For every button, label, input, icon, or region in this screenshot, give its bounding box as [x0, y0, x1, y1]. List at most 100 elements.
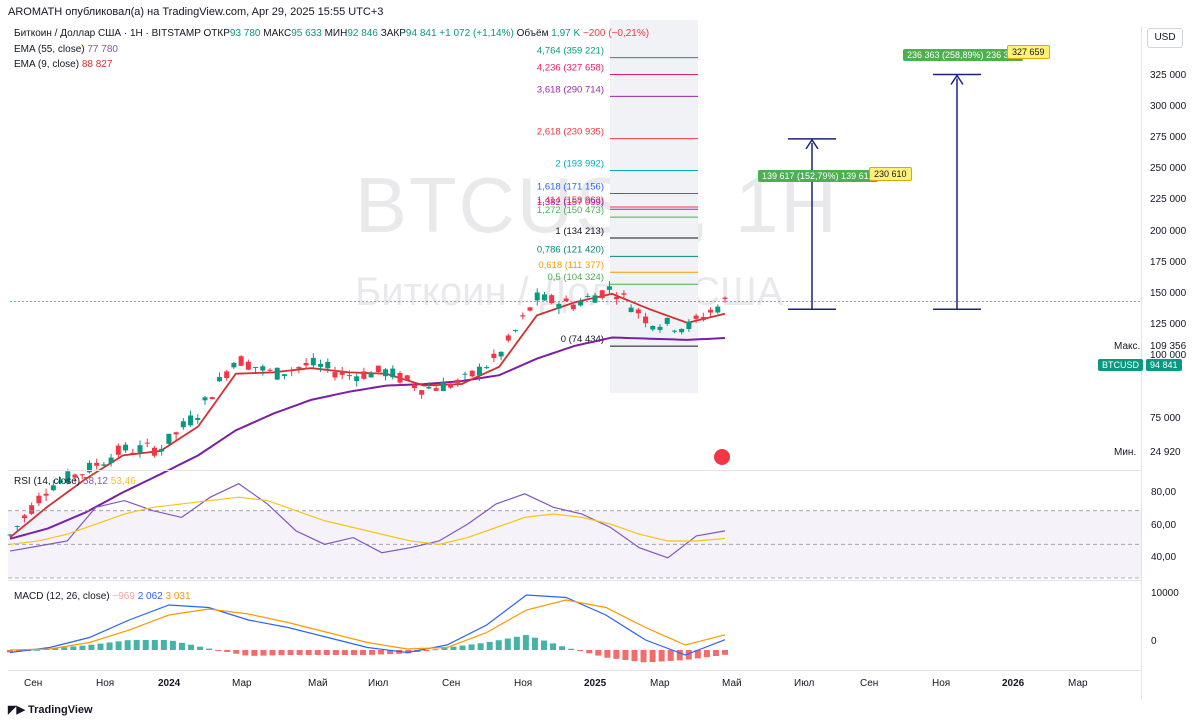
candle-body	[368, 372, 374, 378]
pane-divider-macd[interactable]	[8, 580, 1141, 581]
rsi-tick: 40,00	[1151, 552, 1177, 563]
price-tick: 200 000	[1150, 226, 1187, 237]
candle-body	[556, 304, 562, 309]
candle-body	[469, 370, 475, 377]
time-tick: 2026	[1002, 678, 1025, 689]
candle-body	[520, 315, 526, 317]
candle-body	[361, 371, 367, 379]
candle-body	[43, 493, 49, 496]
fib-level-label: 0,618 (111 377)	[538, 260, 604, 271]
projection-arrow-head	[805, 138, 819, 150]
fib-level-label: 0,786 (121 420)	[537, 244, 604, 255]
candle-body	[108, 457, 114, 464]
macd-histogram-bar	[178, 642, 185, 650]
pane-divider-rsi[interactable]	[8, 470, 1141, 471]
macd-tick: 10000	[1151, 588, 1179, 599]
fib-level-label: 4,764 (359 221)	[537, 46, 604, 57]
candle-body	[614, 296, 620, 300]
low-label: МИН	[324, 28, 348, 39]
macd-histogram-bar	[432, 649, 439, 651]
ema9-legend[interactable]: EMA (9, close) 88 827	[14, 59, 112, 70]
macd-histogram-bar	[260, 650, 267, 656]
candle-body	[708, 309, 714, 313]
candle-body	[657, 326, 663, 330]
macd-histogram-bar	[477, 643, 484, 650]
candle-body	[274, 367, 280, 380]
candle-body	[549, 295, 555, 304]
candle-body	[411, 384, 417, 389]
candle-body	[671, 330, 677, 332]
ema55-legend[interactable]: EMA (55, close) 77 780	[14, 44, 118, 55]
macd-histogram-bar	[640, 650, 647, 663]
candle-body	[722, 297, 728, 299]
close-label: ЗАКР	[380, 28, 406, 39]
macd-histogram-bar	[251, 650, 258, 656]
macd-histogram-bar	[613, 650, 620, 659]
candle-body	[578, 301, 584, 306]
macd-histogram-bar	[495, 640, 502, 650]
high-label: МАКС	[263, 28, 292, 39]
fib-level-label: 1,272 (150 473)	[537, 205, 604, 216]
macd-histogram-bar	[513, 636, 520, 650]
candle-body	[563, 298, 569, 302]
candle-body	[686, 321, 692, 329]
fib-level-label: 1,414 (158 963)	[537, 195, 604, 206]
time-tick: Июл	[794, 678, 815, 689]
max-label: Макс.	[1114, 341, 1141, 352]
macd-histogram-bar	[722, 650, 728, 655]
price-tick: 100 000	[1150, 350, 1187, 361]
macd-histogram-bar	[540, 640, 547, 650]
candle-body	[267, 369, 273, 371]
symbol-legend[interactable]: Биткоин / Доллар США · 1Н · BITSTAMP ОТК…	[14, 28, 649, 39]
close-value: 94 841	[405, 28, 437, 39]
candle-body	[231, 363, 237, 368]
candle-body	[693, 315, 699, 319]
macd-histogram-bar	[332, 650, 339, 655]
projection-label[interactable]: 236 363 (258,89%) 236 363	[903, 49, 1023, 61]
macd-legend[interactable]: MACD (12, 26, close) −969 2 062 3 031	[14, 591, 191, 602]
candle-body	[498, 351, 504, 357]
candle-body	[592, 295, 598, 303]
macd-histogram-bar	[459, 645, 466, 650]
candle-body	[296, 366, 302, 369]
candle-body	[202, 397, 208, 401]
currency-button[interactable]: USD	[1147, 28, 1183, 48]
price-tick: 300 000	[1150, 101, 1187, 112]
candle-body	[253, 366, 259, 368]
candle-body	[513, 330, 519, 332]
macd-histogram-bar	[359, 650, 366, 655]
candle-body	[130, 452, 136, 454]
tradingview-logo[interactable]: ◤▶ TradingView	[8, 703, 93, 716]
candle-body	[224, 371, 230, 379]
projection-target-tag[interactable]: 230 610	[869, 167, 912, 181]
macd-label: MACD (12, 26, close)	[14, 591, 110, 602]
candle-body	[144, 442, 150, 444]
projection-target-tag[interactable]: 327 659	[1007, 45, 1050, 59]
macd-tick: 0	[1151, 636, 1157, 647]
macd-histogram-bar	[622, 650, 629, 660]
macd-histogram-bar	[224, 650, 231, 653]
macd-histogram-bar	[450, 646, 457, 650]
candle-body	[375, 365, 381, 373]
time-tick: Сен	[860, 678, 879, 689]
price-tick: 75 000	[1150, 413, 1181, 424]
macd-line-value: 2 062	[137, 591, 163, 602]
price-tick: 275 000	[1150, 132, 1187, 143]
projection-label[interactable]: 139 617 (152,79%) 139 617	[758, 170, 878, 182]
rsi-legend[interactable]: RSI (14, close) 58,12 53,46	[14, 476, 136, 487]
events-flag-icon[interactable]	[714, 449, 730, 465]
candle-body	[151, 447, 157, 456]
candle-body	[599, 290, 605, 298]
macd-histogram-bar	[586, 650, 593, 654]
rsi-band	[8, 510, 1141, 578]
time-tick: Май	[308, 678, 328, 689]
candle-body	[354, 376, 360, 382]
symbol-price-tag: BTCUSD	[1098, 359, 1144, 371]
rsi-tick: 80,00	[1151, 487, 1177, 498]
macd-histogram-bar	[88, 644, 95, 650]
max-value: 109 356	[1150, 341, 1187, 352]
fib-level-label: 0,5 (104 324)	[547, 272, 604, 283]
macd-histogram-bar	[278, 650, 285, 656]
fib-level-label: 3,618 (290 714)	[537, 84, 604, 95]
